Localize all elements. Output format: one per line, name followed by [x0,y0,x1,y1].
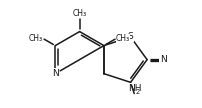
Text: CH₃: CH₃ [116,34,130,43]
Text: CH₃: CH₃ [29,34,43,43]
Text: 2: 2 [135,89,140,95]
Text: S: S [128,32,134,41]
Text: NH: NH [128,84,141,94]
Text: CH₃: CH₃ [73,9,87,17]
Text: N: N [52,69,59,78]
Text: N: N [160,55,166,64]
